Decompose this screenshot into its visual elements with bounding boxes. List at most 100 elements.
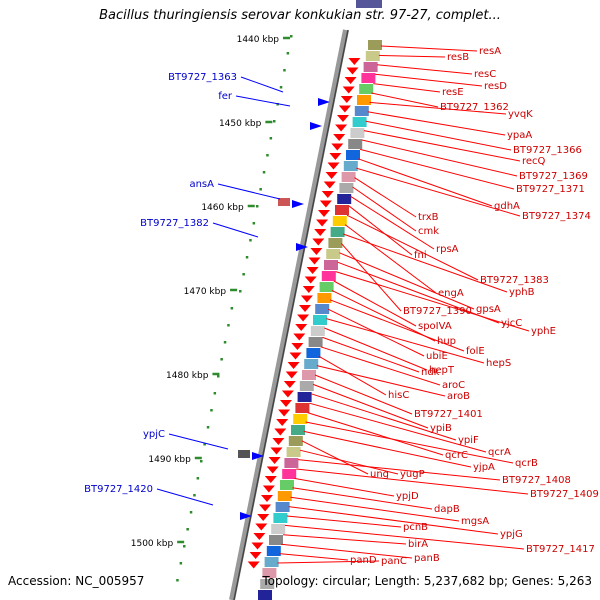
forward-leader-line [235,95,291,107]
gene-annotation-block [354,106,369,116]
scale-dot [183,545,186,548]
reverse-gene-label: ypjG [500,529,523,540]
forward-gene-block [278,198,290,206]
reverse-leader-line [284,524,525,550]
gene-annotation-block [350,128,365,138]
reverse-gene-label: ypiF [458,435,479,446]
reverse-leader-line [277,560,380,564]
reverse-leader-line [340,243,402,312]
reverse-gene-label: BT9727_1408 [502,475,571,486]
reverse-gene-arrow [270,447,283,455]
scale-dot [217,375,220,378]
gene-annotation-block [288,436,303,446]
reverse-gene-label: birA [408,539,428,550]
scale-dot [227,324,230,327]
gene-annotation-block [275,502,290,512]
reverse-gene-arrow [337,115,349,122]
gene-annotation-block [326,249,341,259]
reverse-gene-label: resC [474,69,496,80]
reverse-gene-arrow [262,485,275,493]
reverse-leader-line [343,233,508,293]
reverse-leader-line [354,177,417,218]
scale-label: 1450 kbp [219,119,262,129]
scale-label: 1460 kbp [201,203,244,213]
scale-dot [290,35,293,38]
reverse-gene-label: panD [350,555,377,566]
scale-dot [176,579,179,582]
reverse-gene-arrow [318,210,330,217]
gene-annotation-block [260,579,275,589]
reverse-leader-line [286,515,402,528]
scale-label: 1490 kbp [148,455,191,465]
reverse-gene-label: ypiB [430,423,452,434]
reverse-leader-line [333,280,417,327]
reverse-leader-line [299,449,399,475]
gene-annotation-block [335,205,349,215]
forward-leader-line [240,76,284,93]
reverse-gene-arrow [261,495,273,502]
scale-dot [252,222,256,225]
scale-dot [193,494,196,497]
reverse-gene-label: cmk [418,226,439,237]
gene-annotation-block [357,95,371,105]
reverse-leader-line [318,355,387,396]
forward-leader-line [168,433,229,450]
reverse-gene-arrow [266,466,279,474]
gene-annotation-block [313,315,327,325]
reverse-gene-arrow [310,248,323,255]
reverse-leader-line [365,120,512,151]
reverse-gene-arrow [274,428,287,436]
reverse-leader-line [298,459,501,481]
reverse-gene-label: engA [438,288,464,299]
reverse-leader-line [307,412,444,456]
forward-gene-block [238,450,250,458]
forward-gene-arrow [240,512,252,520]
gene-annotation-block [271,524,286,534]
scale-dot [206,426,210,429]
reverse-gene-label: dapB [434,504,460,515]
scale-dot [223,341,227,344]
scale-dot [203,443,206,446]
reverse-gene-label: resD [484,81,507,92]
reverse-leader-line [288,506,499,535]
gene-annotation-block [280,480,294,490]
reverse-leader-line [363,130,521,162]
reverse-gene-arrow [340,96,353,103]
reverse-gene-arrow [300,295,313,303]
reverse-gene-arrow [280,400,292,407]
scale-dot [283,69,286,72]
reverse-gene-label: qcrA [488,447,511,458]
forward-gene-arrow [310,122,322,130]
reverse-gene-label: BT9727_1366 [513,145,582,156]
reverse-gene-label: ndk [421,367,440,378]
gene-annotation-block [337,194,352,204]
reverse-gene-label: resB [447,52,469,63]
reverse-gene-arrow [264,476,277,483]
gene-annotation-block [321,271,336,281]
reverse-leader-line [316,365,446,397]
scale-dot [242,273,245,276]
reverse-gene-arrow [276,419,289,426]
forward-leader-line [212,222,259,238]
reverse-leader-line [378,54,446,58]
reverse-gene-label: resE [442,87,464,98]
genome-summary-text: Topology: circular; Length: 5,237,682 bp… [262,574,592,588]
reverse-gene-arrow [285,371,298,379]
reverse-gene-label: hepT [429,365,455,376]
scale-dot [259,188,262,191]
scale-label: 1470 kbp [184,287,227,297]
gene-annotation-block [297,392,312,402]
scale-dot [230,307,234,310]
reverse-leader-line [350,195,435,250]
reverse-leader-line [371,92,439,108]
reverse-gene-label: ypjD [396,491,419,502]
scale-dot [279,86,283,89]
reverse-leader-line [301,440,369,475]
forward-gene-label: fer [218,91,233,102]
reverse-gene-label: yphE [531,326,556,337]
reverse-leader-line [305,421,514,464]
gene-annotation-block [359,84,374,94]
gene-annotation-block [328,238,343,248]
reverse-gene-label: spoIVA [418,321,452,332]
gene-annotation-block [317,293,332,303]
